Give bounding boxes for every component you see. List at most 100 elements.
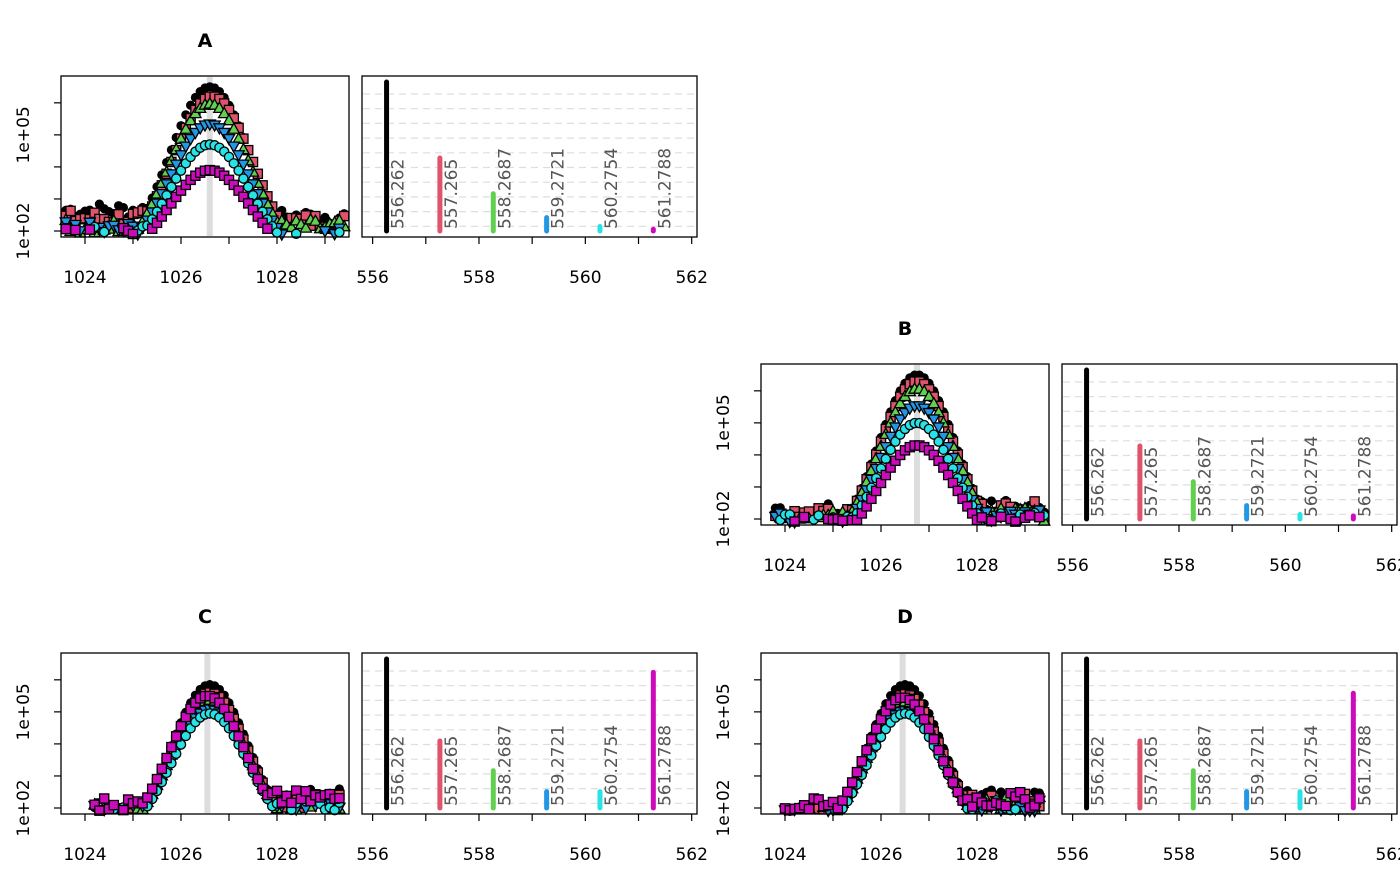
- y-tick-label: 1e+05: [14, 683, 34, 740]
- panel-d: D 1024 1026 1028 1e+02 1e+05 556.262 557.265 558…: [714, 606, 1400, 865]
- peak-label: 556.262: [389, 736, 409, 806]
- data-point: [108, 799, 120, 811]
- data-point: [1010, 804, 1021, 815]
- peak-label: 561.2788: [1355, 725, 1375, 806]
- peak-label: 561.2788: [1355, 436, 1375, 517]
- chromatogram: 1024 1026 1028 1e+02 1e+05: [714, 652, 1050, 865]
- data-point: [861, 744, 872, 756]
- data-point: [183, 113, 198, 126]
- data-point: [247, 763, 259, 775]
- panel-title: D: [897, 606, 913, 628]
- spectrum: 556.262 557.265 558.2687 559.2721 560.2754 56…: [356, 652, 708, 865]
- data-point: [927, 396, 941, 409]
- data-point: [851, 766, 863, 778]
- panel-a: A 1024 1026 1028 1e+02 1e+05 556.262 557.265 558…: [14, 30, 708, 288]
- peak-label: 556.262: [1089, 447, 1109, 517]
- data-point: [151, 773, 163, 785]
- data-point: [942, 766, 954, 778]
- x-tick-label: 560: [569, 268, 601, 288]
- peak-label: 560.2754: [1302, 725, 1322, 806]
- x-tick-label: 1026: [859, 556, 902, 576]
- data-point: [329, 804, 340, 816]
- peak-label: 558.2687: [495, 148, 515, 229]
- data-point: [334, 226, 345, 238]
- peak-label: 560.2754: [602, 148, 622, 229]
- data-point: [842, 786, 853, 798]
- data-point: [995, 511, 1007, 523]
- x-tick-label: 1026: [159, 268, 202, 288]
- data-point: [933, 744, 944, 756]
- data-point: [222, 133, 236, 147]
- data-point: [866, 734, 877, 745]
- x-tick-label: 1028: [255, 845, 298, 865]
- peak-label: 558.2687: [495, 725, 515, 806]
- data-point: [918, 714, 930, 725]
- data-point: [98, 793, 110, 804]
- x-tick-label: 1026: [159, 845, 202, 865]
- panel-title: B: [898, 318, 912, 340]
- peak-label: 557.265: [442, 159, 462, 229]
- data-point: [928, 429, 940, 440]
- spectrum: 556.262 557.265 558.2687 559.2721 560.2754 56…: [356, 75, 708, 288]
- panel-b: B 1024 1026 1028 1e+02 1e+05 556.262 557.265 558…: [714, 318, 1400, 576]
- data-point: [942, 453, 954, 465]
- chromatogram: 1024 1026 1028 1e+02 1e+05: [14, 652, 350, 865]
- data-point: [933, 436, 944, 447]
- data-point: [334, 792, 345, 804]
- data-point: [228, 158, 240, 169]
- data-point: [242, 181, 254, 193]
- data-point: [222, 113, 236, 126]
- data-point: [179, 121, 193, 134]
- data-point: [986, 496, 997, 506]
- x-tick-label: 556: [1056, 845, 1088, 865]
- plot-background: [1062, 364, 1397, 525]
- data-point: [1000, 800, 1012, 812]
- x-tick-label: 562: [1375, 845, 1400, 865]
- data-point: [175, 720, 187, 732]
- x-tick-label: 558: [463, 268, 495, 288]
- peak-label: 557.265: [1142, 447, 1162, 517]
- data-point: [166, 181, 177, 193]
- x-tick-label: 1024: [763, 556, 806, 576]
- data-point: [938, 756, 949, 767]
- data-point: [856, 756, 868, 767]
- data-point: [271, 785, 283, 797]
- peak-label: 559.2721: [549, 725, 569, 806]
- data-point: [947, 777, 959, 788]
- data-point: [223, 711, 235, 723]
- x-tick-label: 1028: [255, 268, 298, 288]
- data-point: [174, 150, 188, 163]
- data-point: [290, 228, 302, 240]
- chrom-series-6: [779, 692, 1045, 816]
- data-point: [928, 734, 940, 745]
- data-point: [179, 141, 193, 154]
- y-tick-label: 1e+02: [714, 490, 734, 547]
- chrom-series-6: [89, 690, 345, 816]
- data-point: [976, 512, 988, 523]
- peak-label: 561.2788: [655, 148, 675, 229]
- data-point: [156, 763, 168, 775]
- x-tick-label: 560: [1269, 556, 1301, 576]
- plot-background: [1062, 653, 1397, 814]
- plot-frame: [1061, 652, 1398, 815]
- spectrum: 556.262 557.265 558.2687 559.2721 560.2754 56…: [1056, 652, 1400, 865]
- chromatogram: 1024 1026 1028 1e+02 1e+05: [14, 75, 351, 288]
- y-tick-label: 1e+02: [14, 779, 34, 836]
- data-point: [837, 795, 848, 806]
- y-tick-label: 1e+05: [714, 394, 734, 451]
- peak-label: 561.2788: [655, 725, 675, 806]
- data-point: [308, 213, 323, 226]
- x-tick-label: 562: [1375, 556, 1400, 576]
- peak-label: 559.2721: [549, 148, 569, 229]
- peak-label: 559.2721: [1249, 436, 1269, 517]
- x-tick-label: 556: [356, 268, 388, 288]
- data-point: [238, 741, 249, 753]
- data-point: [227, 141, 241, 154]
- data-point: [798, 511, 810, 523]
- plot-frame: [760, 363, 1050, 526]
- peak-label: 558.2687: [1195, 725, 1215, 806]
- x-tick-label: 1028: [955, 845, 998, 865]
- panel-title: C: [198, 606, 212, 628]
- data-point: [927, 414, 941, 427]
